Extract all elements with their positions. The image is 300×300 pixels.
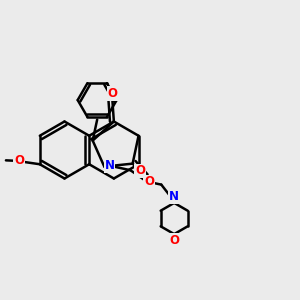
Text: O: O bbox=[135, 164, 145, 177]
Text: O: O bbox=[169, 234, 179, 247]
Text: O: O bbox=[144, 176, 154, 188]
Text: N: N bbox=[169, 190, 179, 203]
Text: O: O bbox=[107, 87, 117, 100]
Text: N: N bbox=[105, 159, 115, 172]
Text: O: O bbox=[14, 154, 24, 167]
